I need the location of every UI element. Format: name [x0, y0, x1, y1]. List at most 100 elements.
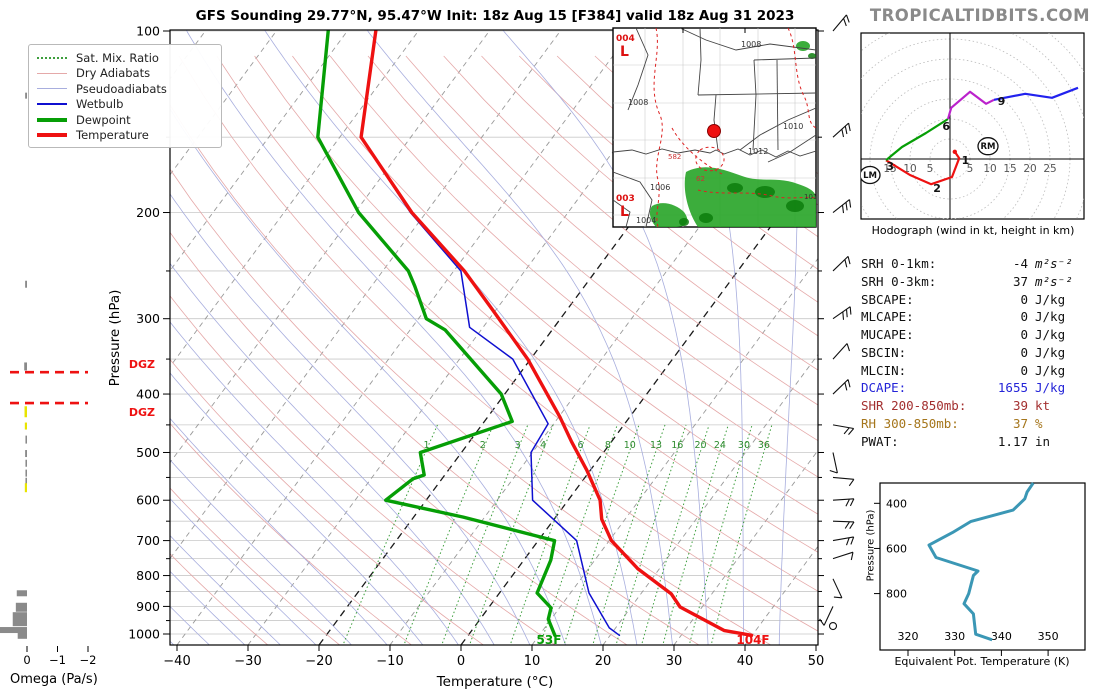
legend-item-dewpoint: Dewpoint	[37, 112, 213, 128]
temperature-tick-labels: −40 −30 −20 −10 0 10 20 30 40 50	[163, 654, 824, 669]
svg-text:2: 2	[480, 440, 486, 451]
wind-barb	[832, 498, 855, 507]
omega-bar	[12, 612, 27, 627]
stat-row-mlcin: MLCIN: 0 J/kg	[861, 363, 1091, 381]
svg-text:900: 900	[136, 599, 160, 614]
stat-row-dcape: DCAPE: 1655 J/kg	[861, 380, 1091, 398]
stat-label: SRH 0-1km:	[861, 256, 937, 271]
svg-text:0: 0	[457, 654, 465, 669]
svg-text:20: 20	[1023, 163, 1036, 175]
svg-text:4: 4	[540, 440, 546, 451]
map-label: 1006	[650, 183, 670, 192]
hodograph-caption: Hodograph (wind in kt, height in km)	[871, 224, 1075, 237]
precip-shading	[684, 167, 816, 227]
stat-value: 37	[1012, 273, 1028, 289]
omega-bar	[24, 406, 27, 418]
wind-barb	[832, 536, 855, 546]
map-label: 003	[616, 194, 635, 204]
svg-text:−2: −2	[80, 653, 97, 667]
surface-temp-label: 104F	[736, 633, 769, 647]
omega-bar	[15, 602, 27, 612]
wind-barb	[832, 520, 855, 529]
omega-bar	[24, 483, 27, 493]
stat-row-pwat: PWAT: 1.17 in	[861, 434, 1091, 452]
svg-text:5: 5	[967, 163, 974, 175]
theta-e-x-tick-label: 340	[991, 630, 1012, 643]
omega-bar	[24, 422, 27, 430]
stat-unit: J/kg	[1035, 344, 1066, 360]
sat-mix-ratio-line-sample	[37, 56, 67, 59]
pressure-axis-label: Pressure (hPa)	[107, 289, 123, 387]
hodograph-trace-0-3km	[885, 151, 961, 186]
svg-text:−1: −1	[49, 653, 66, 667]
map-label: L	[620, 204, 629, 220]
omega-bar	[25, 435, 27, 444]
legend-label: Sat. Mix. Ratio	[76, 50, 159, 65]
theta-e-panel: 400 600 800 320 330 340 350	[874, 482, 1086, 656]
stat-label: SBCAPE:	[861, 291, 914, 307]
dewpoint-curve	[316, 30, 557, 637]
svg-text:8: 8	[605, 440, 611, 451]
hodograph-trace-6-9km	[946, 90, 995, 120]
theta-e-x-axis-label: Equivalent Pot. Temperature (K)	[894, 655, 1070, 668]
stat-row-srh-0-1km: SRH 0-1km: -4 m²s⁻²	[861, 256, 1091, 274]
wind-barb	[832, 476, 855, 487]
svg-text:600: 600	[136, 493, 160, 508]
map-label: 101	[804, 193, 817, 201]
svg-text:500: 500	[136, 445, 160, 460]
wind-barb	[832, 379, 851, 395]
stat-unit: J/kg	[1035, 327, 1066, 342]
hodograph-height-label: 1	[962, 154, 970, 167]
wind-barb	[832, 256, 851, 272]
map-label: 1012	[748, 147, 768, 156]
theta-e-x-tick-label: 350	[1038, 630, 1059, 643]
legend-item-dry-adiabats: Dry Adiabats	[37, 66, 213, 82]
page-title: GFS Sounding 29.77°N, 95.47°W Init: 18z …	[195, 8, 795, 24]
svg-text:100: 100	[136, 24, 160, 39]
theta-e-y-tick-label: 600	[886, 542, 907, 555]
stat-unit: J/kg	[1035, 362, 1066, 378]
theta-e-y-axis-label: Pressure (hPa)	[865, 509, 877, 582]
pseudoadiabats-line-sample	[37, 88, 67, 90]
hodograph-trace-3-6km	[885, 118, 949, 162]
dgz-label-upper: DGZ	[129, 358, 155, 371]
wind-barb	[832, 122, 851, 138]
wind-barb	[832, 14, 850, 32]
storm-motion-label: LM	[863, 171, 877, 181]
stat-row-srh-0-3km: SRH 0-3km: 37 m²s⁻²	[861, 274, 1091, 292]
temperature-line-sample	[37, 133, 67, 138]
omega-bar	[25, 469, 27, 477]
legend-label: Pseudoadiabats	[76, 81, 167, 96]
wind-barb	[832, 306, 852, 320]
hodograph-surface-point	[952, 149, 957, 154]
stat-unit: in	[1035, 433, 1051, 449]
stat-row-sbcape: SBCAPE: 0 J/kg	[861, 292, 1091, 310]
wind-barb	[832, 424, 855, 435]
map-label: 004	[616, 34, 635, 44]
svg-text:1: 1	[424, 440, 430, 451]
stat-value: 0	[1020, 309, 1028, 325]
svg-text:5: 5	[927, 163, 934, 175]
theta-e-x-tick-label: 320	[898, 630, 919, 643]
wind-barb	[829, 452, 838, 474]
svg-text:0: 0	[23, 653, 30, 667]
svg-text:25: 25	[1043, 163, 1056, 175]
sounding-indices-panel: SRH 0-1km: -4 m²s⁻² SRH 0-3km: 37 m²s⁻² SBCAPE…	[861, 256, 1091, 451]
mixing-ratio-lines	[342, 424, 773, 645]
temperature-axis-label: Temperature (°C)	[436, 674, 554, 690]
dgz-markers: DGZ DGZ	[10, 358, 155, 419]
hodograph-height-label: 6	[942, 120, 950, 133]
pressure-tick-labels: 100 200 300 400 500 600 700 800 900 1000	[128, 24, 160, 642]
stat-label: SBCIN:	[861, 344, 907, 360]
legend-item-temperature: Temperature	[37, 128, 213, 144]
dewpoint-line-sample	[37, 117, 67, 122]
stat-unit: J/kg	[1035, 291, 1066, 307]
stat-row-mlcape: MLCAPE: 0 J/kg	[861, 309, 1091, 327]
stat-unit: kt	[1035, 398, 1051, 413]
stat-value: 0	[1020, 291, 1028, 307]
omega-axis-label: Omega (Pa/s)	[10, 672, 98, 687]
svg-text:40: 40	[737, 654, 754, 669]
